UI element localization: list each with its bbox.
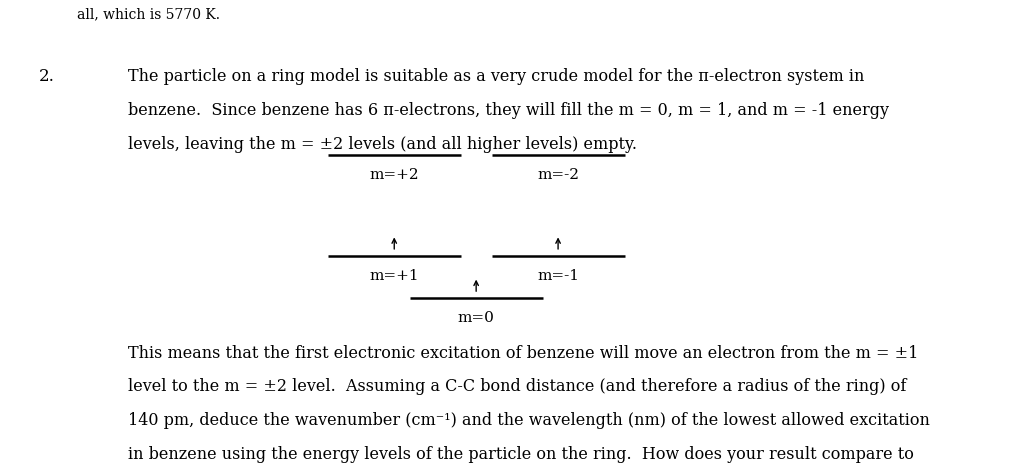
Text: m=-1: m=-1 xyxy=(537,269,580,283)
Text: This means that the first electronic excitation of benzene will move an electron: This means that the first electronic exc… xyxy=(128,345,919,362)
Text: 2.: 2. xyxy=(39,68,55,85)
Text: all, which is 5770 K.: all, which is 5770 K. xyxy=(77,7,220,21)
Text: The particle on a ring model is suitable as a very crude model for the π-electro: The particle on a ring model is suitable… xyxy=(128,68,864,85)
Text: m=0: m=0 xyxy=(458,311,495,325)
Text: level to the m = ±2 level.  Assuming a C-C bond distance (and therefore a radius: level to the m = ±2 level. Assuming a C-… xyxy=(128,378,906,395)
Text: levels, leaving the m = ±2 levels (and all higher levels) empty.: levels, leaving the m = ±2 levels (and a… xyxy=(128,136,637,152)
Text: m=-2: m=-2 xyxy=(537,168,580,182)
Text: 140 pm, deduce the wavenumber (cm⁻¹) and the wavelength (nm) of the lowest allow: 140 pm, deduce the wavenumber (cm⁻¹) and… xyxy=(128,412,930,429)
Text: benzene.  Since benzene has 6 π-electrons, they will fill the m = 0, m = 1, and : benzene. Since benzene has 6 π-electrons… xyxy=(128,102,889,119)
Text: m=+2: m=+2 xyxy=(370,168,419,182)
Text: m=+1: m=+1 xyxy=(370,269,419,283)
Text: in benzene using the energy levels of the particle on the ring.  How does your r: in benzene using the energy levels of th… xyxy=(128,446,913,463)
